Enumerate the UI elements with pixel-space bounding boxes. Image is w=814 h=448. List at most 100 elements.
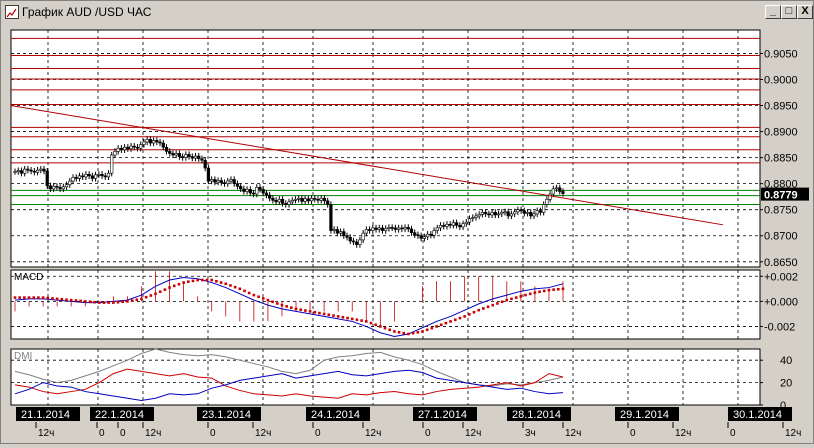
title-bar[interactable]: График AUD /USD ЧАС _ □ X	[2, 2, 813, 22]
macd-line	[14, 277, 564, 338]
candle-down	[522, 210, 526, 214]
maximize-button[interactable]: □	[781, 5, 797, 19]
signal-dot	[261, 297, 265, 300]
hour-label: 12ч	[465, 428, 481, 439]
candle-down	[442, 225, 446, 227]
signal-dot	[468, 313, 471, 316]
hour-label: 0	[730, 428, 736, 439]
signal-dot	[304, 309, 307, 312]
hour-label: 12ч	[675, 428, 691, 439]
candle-up	[216, 180, 220, 183]
candle-down	[271, 197, 275, 201]
candle-down	[100, 173, 104, 177]
candle-down	[400, 227, 404, 230]
signal-dot	[379, 325, 382, 328]
signal-dot	[27, 296, 31, 299]
candle-down	[329, 204, 333, 231]
candle-up	[35, 169, 40, 173]
minimize-button[interactable]: _	[765, 5, 781, 19]
chart-area[interactable]: 0.8650 0.8700 0.8750 0.8800 0.8850 0.8900 0.89…	[3, 23, 813, 443]
trendline	[10, 105, 724, 226]
candle-down	[367, 229, 372, 231]
candle-up	[84, 173, 88, 178]
signal-dot	[336, 315, 340, 318]
macd-tick-label: -0.002	[764, 321, 795, 333]
signal-dot	[411, 331, 415, 335]
candle-up	[503, 211, 507, 214]
signal-dot	[243, 289, 246, 293]
candle-down	[413, 232, 417, 236]
candle-up	[361, 232, 365, 241]
date-label-box	[615, 407, 679, 421]
signal-dot	[41, 296, 45, 299]
candle-down	[168, 151, 172, 154]
signal-dot	[393, 330, 396, 333]
signal-dot	[219, 281, 223, 284]
signal-dot	[51, 297, 54, 300]
signal-dot	[341, 315, 345, 319]
candle-down	[232, 179, 236, 184]
signal-dot	[55, 297, 59, 301]
signal-dot	[210, 278, 214, 282]
candle-down	[261, 189, 265, 194]
candle-up	[129, 145, 133, 150]
candle-down	[200, 158, 204, 161]
signal-dot	[69, 298, 73, 302]
candle-up	[68, 180, 72, 186]
signal-dot	[388, 328, 392, 332]
candle-down	[268, 194, 272, 199]
window-title: График AUD /USD ЧАС	[22, 5, 152, 19]
candle-down	[448, 223, 452, 226]
chart-svg[interactable]: 0.86500.87000.87500.88000.88500.89000.89…	[3, 23, 813, 443]
candle-down	[406, 227, 410, 230]
signal-dot	[46, 296, 50, 300]
date-label-box	[306, 407, 370, 421]
candle-down	[203, 159, 207, 169]
signal-dot	[205, 278, 209, 282]
candle-up	[193, 155, 198, 159]
candle-up	[139, 144, 143, 149]
date-label: 30.1.2014	[733, 409, 782, 421]
candle-up	[245, 189, 249, 192]
candle-down	[380, 227, 385, 231]
signal-dot	[18, 296, 21, 299]
candle-up	[474, 215, 478, 218]
candle-up	[548, 193, 552, 200]
candle-up	[13, 171, 17, 173]
candle-down	[55, 185, 59, 188]
price-tick-label: 0.8900	[764, 127, 798, 139]
signal-dot	[126, 300, 129, 303]
current-price-label: 0.8779	[764, 190, 798, 202]
candle-down	[164, 146, 169, 152]
signal-dot	[79, 299, 82, 303]
candle-down	[158, 141, 162, 144]
date-label: 23.1.2014	[202, 409, 251, 421]
candle-up	[496, 213, 501, 216]
candle-down	[148, 139, 152, 144]
candle-down	[126, 146, 130, 150]
signal-dot	[290, 306, 293, 309]
candle-down	[529, 212, 533, 217]
candle-down	[458, 225, 462, 228]
candle-up	[532, 213, 536, 217]
signal-dot	[402, 331, 406, 335]
candle-down	[155, 140, 159, 143]
signal-dot	[23, 296, 26, 299]
hour-label: 12ч	[145, 428, 161, 439]
candle-down	[429, 233, 433, 236]
candle-up	[461, 223, 465, 228]
hour-label: 3ч	[525, 428, 536, 439]
candle-down	[190, 156, 194, 159]
candle-down	[81, 175, 85, 178]
chart-app-icon	[5, 5, 19, 19]
signal-dot	[538, 290, 541, 294]
candle-down	[342, 231, 346, 237]
dmi-line	[14, 368, 564, 399]
candle-up	[554, 187, 559, 190]
close-button[interactable]: X	[797, 5, 813, 19]
candle-down	[48, 185, 53, 190]
signal-dot	[486, 305, 490, 309]
candle-down	[181, 156, 185, 158]
candle-up	[61, 186, 65, 190]
current-price-box	[761, 187, 809, 201]
